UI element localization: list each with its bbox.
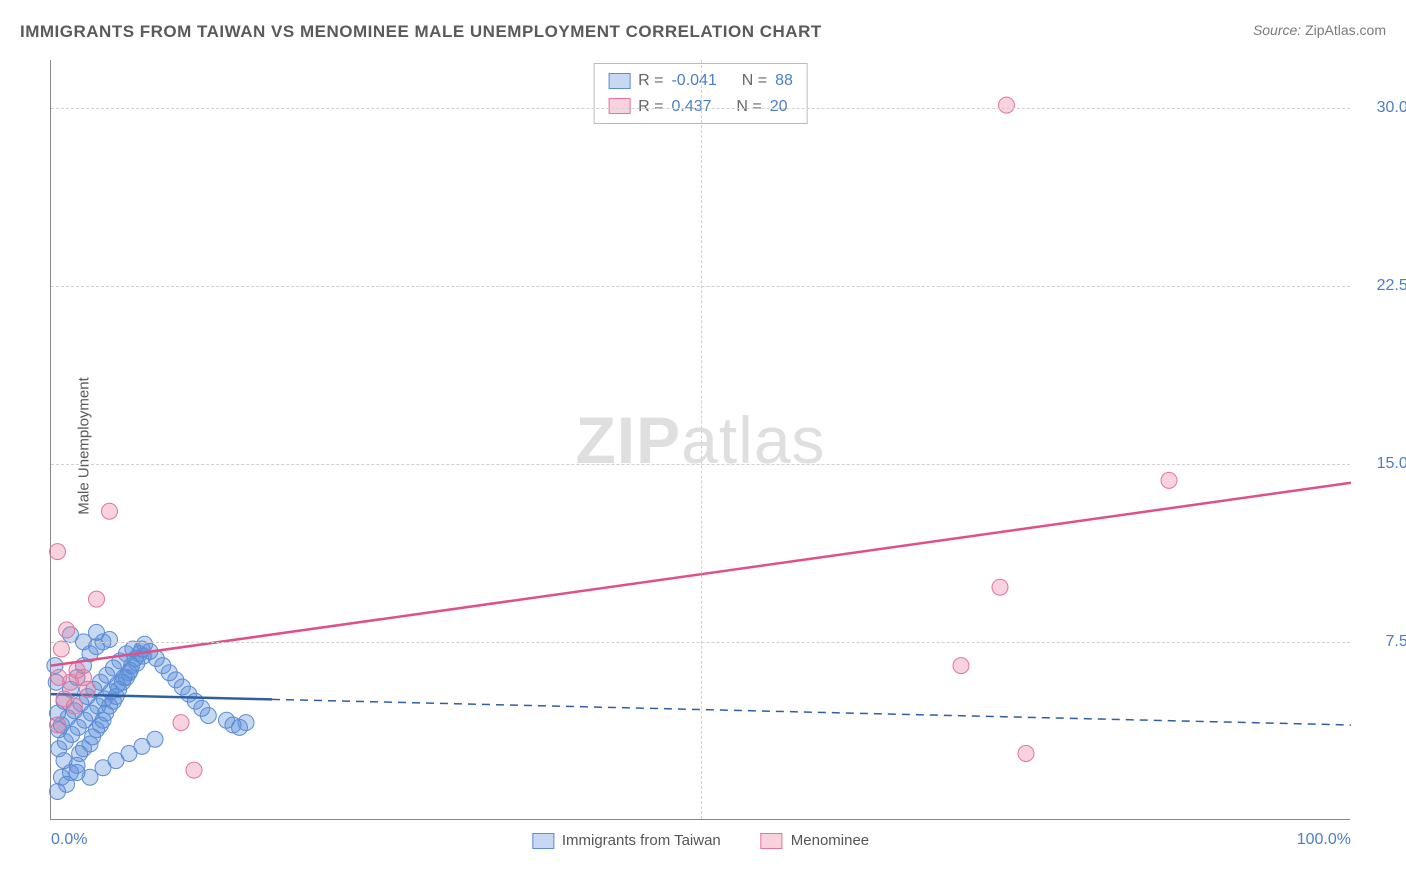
data-point (102, 503, 118, 519)
x-tick-label: 0.0% (51, 831, 87, 849)
chart-title: IMMIGRANTS FROM TAIWAN VS MENOMINEE MALE… (20, 22, 822, 42)
data-point (953, 658, 969, 674)
legend-item-menominee: Menominee (761, 832, 869, 849)
gridline-v (701, 60, 702, 819)
y-tick-label: 30.0% (1357, 99, 1406, 117)
data-point (59, 622, 75, 638)
x-tick-label: 100.0% (1297, 831, 1351, 849)
trend-line-extrapolated (272, 699, 1351, 725)
source-value: ZipAtlas.com (1305, 22, 1386, 38)
data-point (186, 762, 202, 778)
y-tick-label: 22.5% (1357, 277, 1406, 295)
data-point (1161, 472, 1177, 488)
source-label: Source: (1253, 22, 1301, 38)
source-attribution: Source: ZipAtlas.com (1253, 22, 1386, 38)
legend-label-menominee: Menominee (791, 832, 869, 849)
swatch-pink-icon (761, 833, 783, 849)
data-point (66, 698, 82, 714)
plot-area: ZIPatlas R = -0.041 N = 88 R = 0.437 N =… (50, 60, 1350, 820)
y-tick-label: 15.0% (1357, 455, 1406, 473)
data-point (89, 591, 105, 607)
data-point (1018, 746, 1034, 762)
data-point (147, 731, 163, 747)
data-point (173, 715, 189, 731)
data-point (102, 632, 118, 648)
legend-item-taiwan: Immigrants from Taiwan (532, 832, 721, 849)
data-point (53, 641, 69, 657)
data-point (50, 717, 66, 733)
data-point (992, 579, 1008, 595)
series-legend: Immigrants from Taiwan Menominee (532, 832, 869, 849)
data-point (50, 544, 66, 560)
legend-label-taiwan: Immigrants from Taiwan (562, 832, 721, 849)
data-point (238, 715, 254, 731)
data-point (56, 753, 72, 769)
data-point (51, 670, 67, 686)
data-point (200, 708, 216, 724)
swatch-blue-icon (532, 833, 554, 849)
y-tick-label: 7.5% (1357, 633, 1406, 651)
data-point (79, 681, 95, 697)
data-point (999, 97, 1015, 113)
